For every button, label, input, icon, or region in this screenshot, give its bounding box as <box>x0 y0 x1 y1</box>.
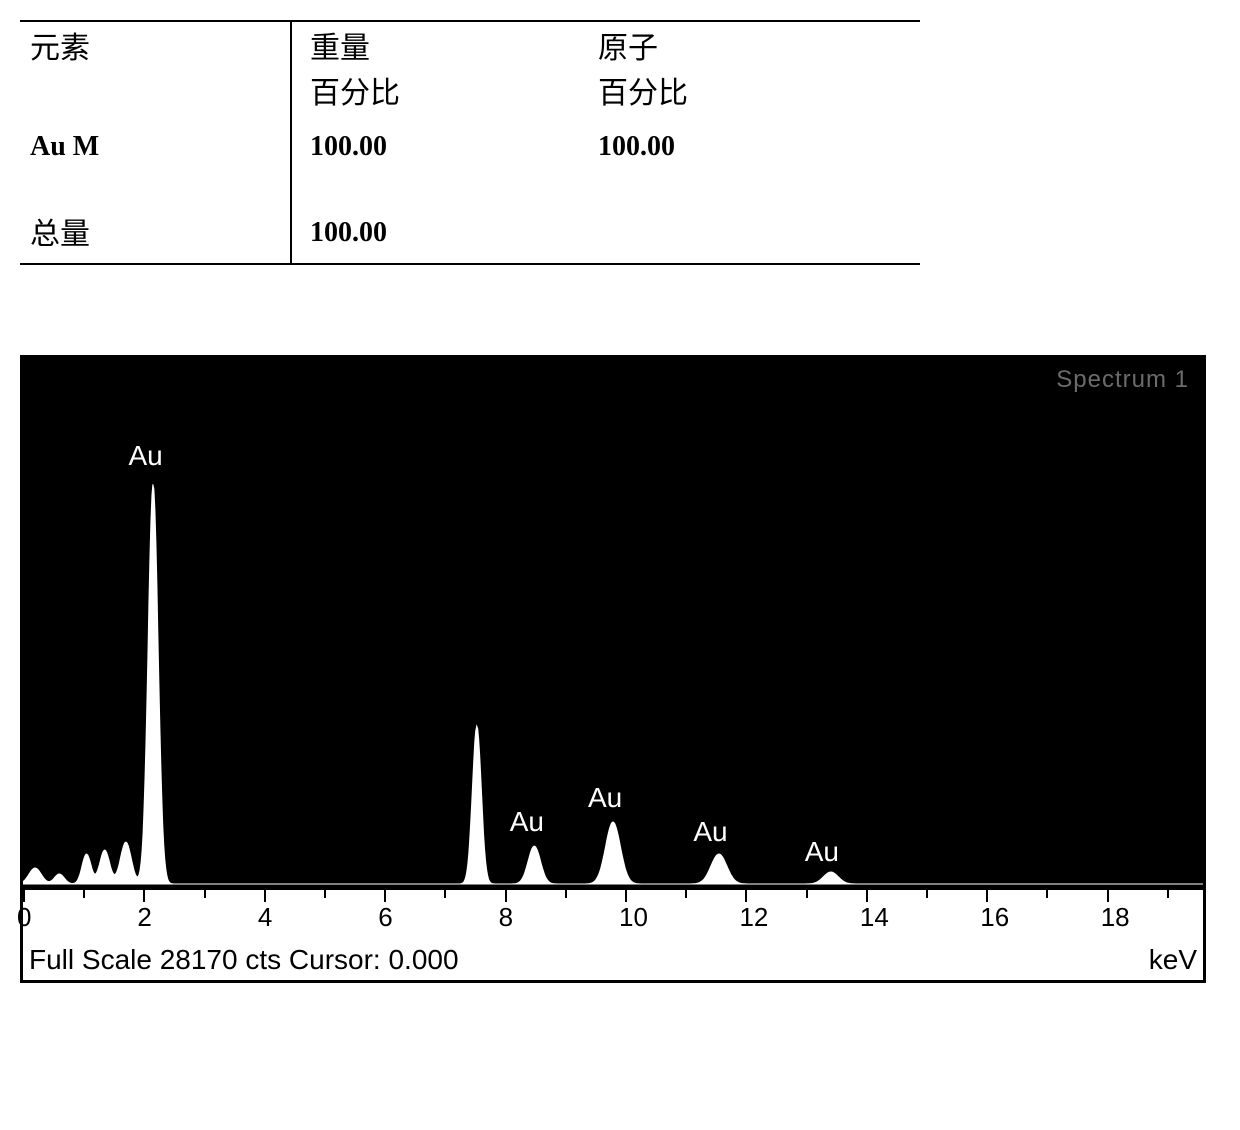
axis-tick-label: 18 <box>1101 902 1130 933</box>
header-weight-line1: 重量 <box>310 26 570 71</box>
peak-label: Au <box>693 816 727 848</box>
header-atomic-line2: 百分比 <box>598 71 858 116</box>
cell-element: Au M <box>20 120 292 208</box>
total-empty <box>580 208 868 263</box>
axis-minor-tick <box>204 890 206 898</box>
total-label: 总量 <box>20 208 292 263</box>
peak-label: Au <box>128 440 162 472</box>
axis-major-tick <box>866 890 868 902</box>
peak-label: Au <box>805 836 839 868</box>
axis-minor-tick <box>685 890 687 898</box>
spectrum-footer: Full Scale 28170 cts Cursor: 0.000 keV <box>23 942 1203 980</box>
table-total-row: 总量 100.00 <box>20 208 920 263</box>
footer-unit-text: keV <box>1149 944 1197 976</box>
axis-tick-label: 12 <box>739 902 768 933</box>
axis-major-tick <box>1107 890 1109 902</box>
axis-tick-label: 0 <box>17 902 31 933</box>
axis-tick-label: 10 <box>619 902 648 933</box>
header-element-text: 元素 <box>30 32 90 65</box>
total-value: 100.00 <box>292 208 580 263</box>
axis-minor-tick <box>83 890 85 898</box>
axis-minor-tick <box>1167 890 1169 898</box>
header-element: 元素 <box>20 22 292 120</box>
header-weight-line2: 百分比 <box>310 71 570 116</box>
axis-major-tick <box>625 890 627 902</box>
footer-scale-text: Full Scale 28170 cts Cursor: 0.000 <box>29 944 459 976</box>
table-header-row: 元素 重量 百分比 原子 百分比 <box>20 22 920 120</box>
axis-major-tick <box>264 890 266 902</box>
table-row: Au M 100.00 100.00 <box>20 120 920 208</box>
spectrum-x-axis: 024681012141618 <box>23 888 1203 942</box>
axis-major-tick <box>23 890 25 902</box>
peak-label: Au <box>588 782 622 814</box>
axis-tick-label: 8 <box>499 902 513 933</box>
axis-minor-tick <box>1046 890 1048 898</box>
axis-major-tick <box>986 890 988 902</box>
header-atomic: 原子 百分比 <box>580 22 868 120</box>
peak-label: Au <box>510 806 544 838</box>
header-weight: 重量 百分比 <box>292 22 580 120</box>
header-atomic-line1: 原子 <box>598 26 858 71</box>
axis-minor-tick <box>565 890 567 898</box>
eds-spectrum-chart: Spectrum 1 AuAuAuAuAu 024681012141618 Fu… <box>20 355 1206 983</box>
axis-tick-label: 2 <box>137 902 151 933</box>
cell-atomic-pct: 100.00 <box>580 120 868 208</box>
axis-tick-label: 4 <box>258 902 272 933</box>
axis-major-tick <box>505 890 507 902</box>
eds-composition-table: 元素 重量 百分比 原子 百分比 Au M 100.00 100.00 总量 1… <box>20 20 920 265</box>
axis-tick-label: 6 <box>378 902 392 933</box>
axis-major-tick <box>384 890 386 902</box>
axis-tick-label: 14 <box>860 902 889 933</box>
axis-minor-tick <box>926 890 928 898</box>
spectrum-plot-area: Spectrum 1 AuAuAuAuAu <box>23 358 1203 888</box>
axis-major-tick <box>745 890 747 902</box>
axis-tick-label: 16 <box>980 902 1009 933</box>
axis-minor-tick <box>806 890 808 898</box>
axis-minor-tick <box>444 890 446 898</box>
cell-weight-pct: 100.00 <box>292 120 580 208</box>
axis-major-tick <box>143 890 145 902</box>
axis-minor-tick <box>324 890 326 898</box>
